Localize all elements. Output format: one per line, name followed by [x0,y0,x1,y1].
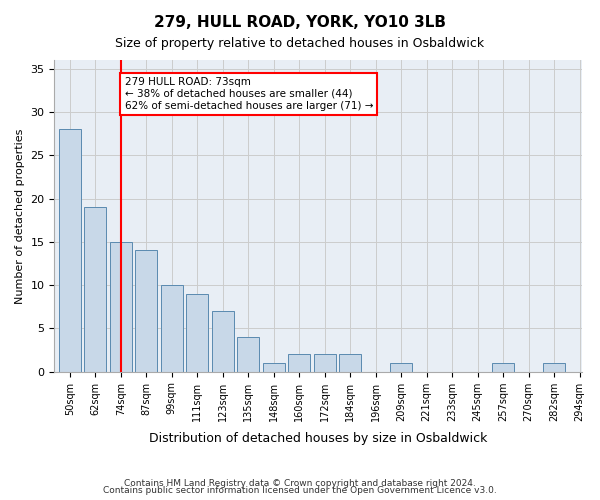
Bar [289,354,310,372]
Bar [85,207,106,372]
Bar [263,363,284,372]
X-axis label: Distribution of detached houses by size in Osbaldwick: Distribution of detached houses by size … [149,432,488,445]
Bar [314,354,335,372]
Bar [493,363,514,372]
Bar [136,250,157,372]
Bar [187,294,208,372]
Bar [391,363,412,372]
Text: Contains HM Land Registry data © Crown copyright and database right 2024.: Contains HM Land Registry data © Crown c… [124,478,476,488]
Bar [340,354,361,372]
Text: Contains public sector information licensed under the Open Government Licence v3: Contains public sector information licen… [103,486,497,495]
Y-axis label: Number of detached properties: Number of detached properties [15,128,25,304]
Text: 279, HULL ROAD, YORK, YO10 3LB: 279, HULL ROAD, YORK, YO10 3LB [154,15,446,30]
Bar [161,285,182,372]
Text: 279 HULL ROAD: 73sqm
← 38% of detached houses are smaller (44)
62% of semi-detac: 279 HULL ROAD: 73sqm ← 38% of detached h… [125,78,373,110]
Bar [59,130,80,372]
Bar [544,363,565,372]
Bar [238,337,259,372]
Bar [212,311,233,372]
Bar [110,242,131,372]
Text: Size of property relative to detached houses in Osbaldwick: Size of property relative to detached ho… [115,38,485,51]
